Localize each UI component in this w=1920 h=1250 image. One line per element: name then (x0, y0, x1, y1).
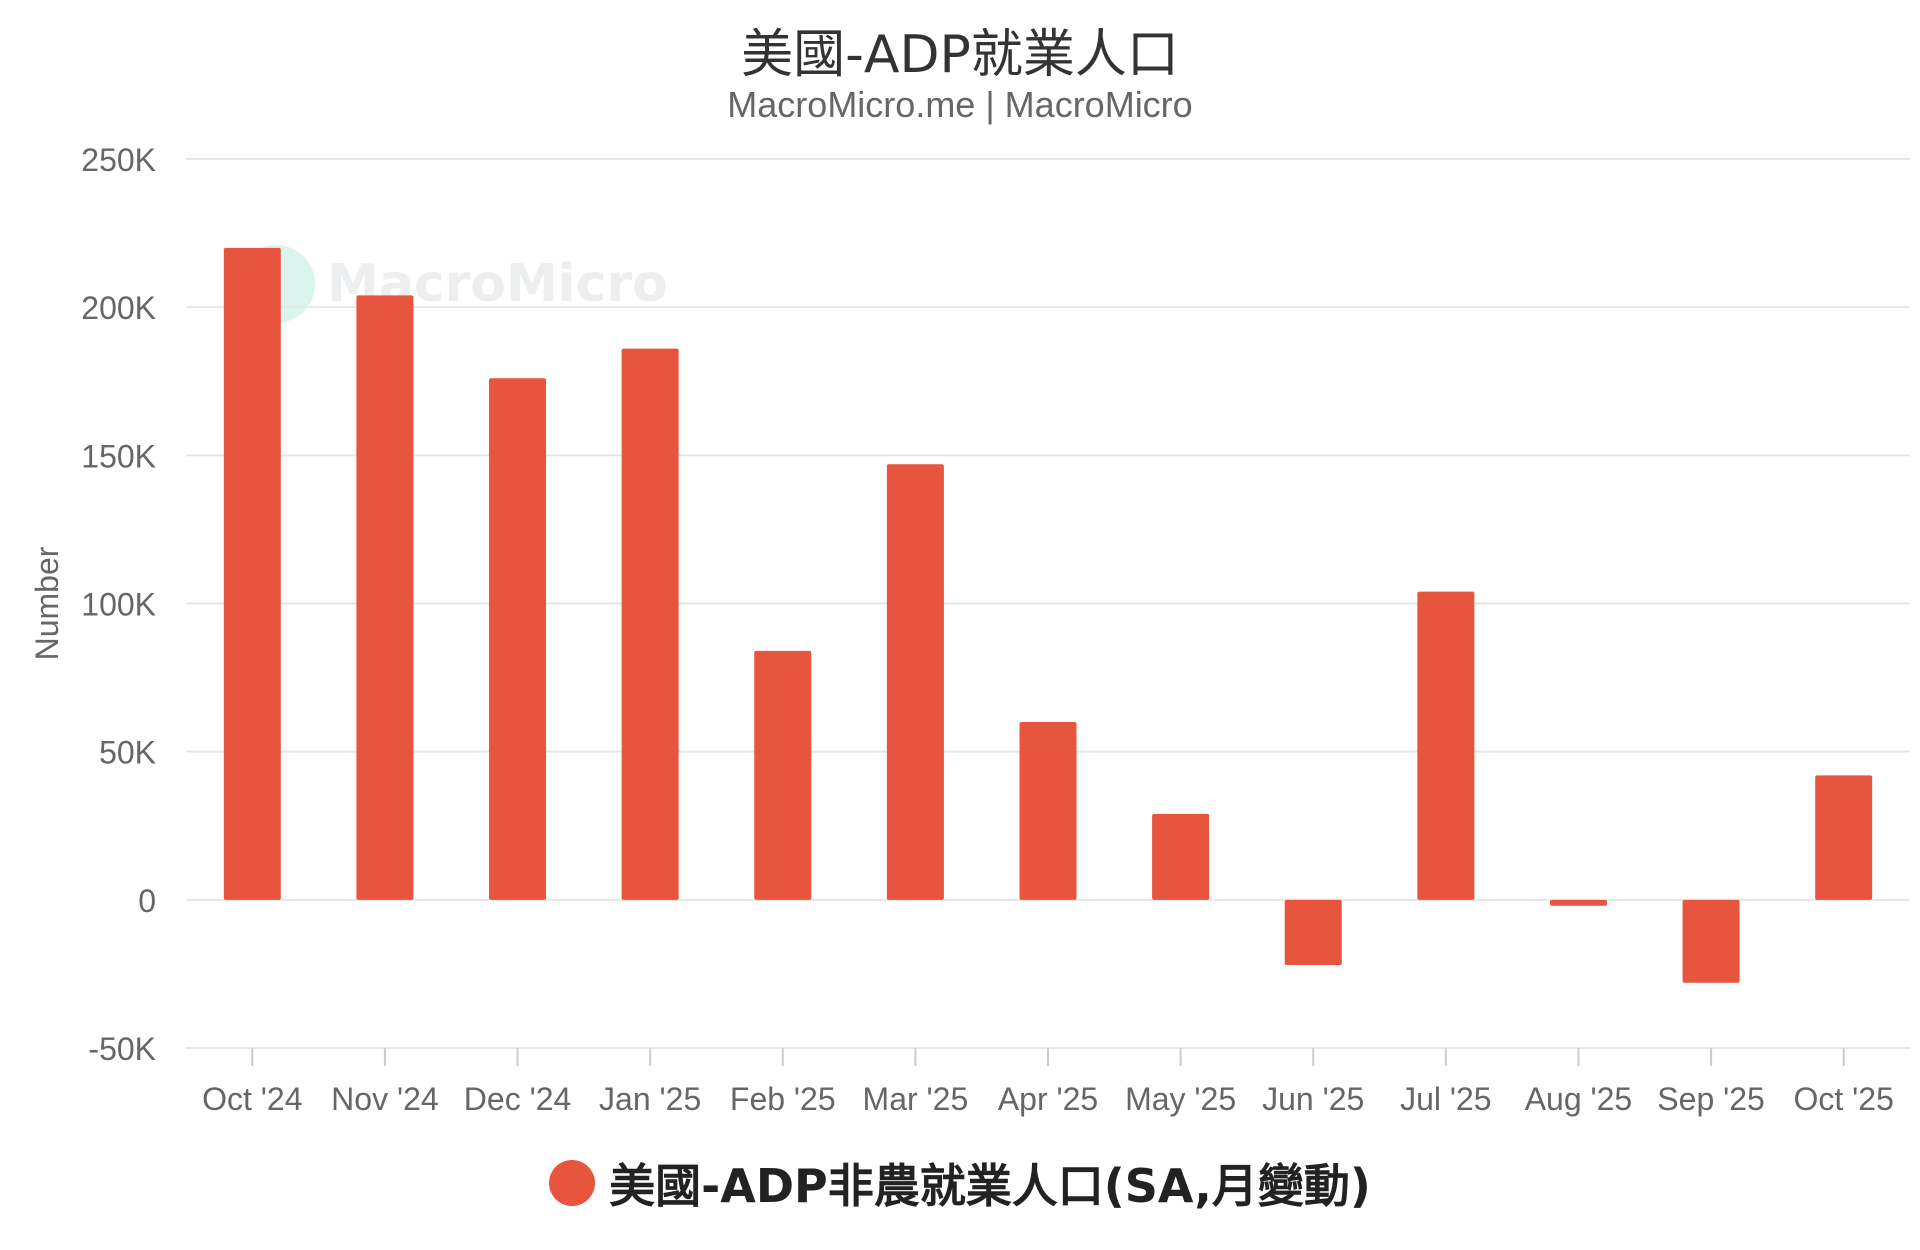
y-tick-label: 0 (138, 883, 156, 919)
x-tick-label: Oct '24 (202, 1081, 302, 1117)
bar (1152, 813, 1210, 900)
y-tick-label: 150K (81, 438, 156, 474)
x-tick-label: Oct '25 (1794, 1081, 1894, 1117)
legend-marker (549, 1160, 596, 1206)
x-tick-label: Jul '25 (1400, 1081, 1492, 1117)
x-tick-label: Apr '25 (998, 1081, 1098, 1117)
x-tick-label: Jun '25 (1262, 1081, 1364, 1117)
bar (1549, 899, 1607, 906)
y-axis-title: Number (29, 546, 65, 660)
bar (489, 378, 547, 900)
bar (754, 650, 812, 900)
bar (1284, 899, 1342, 966)
x-tick-label: Jan '25 (599, 1081, 701, 1117)
x-tick-label: Sep '25 (1657, 1081, 1765, 1117)
bar (356, 295, 414, 900)
bar (886, 464, 944, 900)
y-tick-label: 200K (81, 290, 156, 326)
legend-label: 美國-ADP非農就業人口(SA,月變動) (609, 1159, 1371, 1213)
legend[interactable]: 美國-ADP非農就業人口(SA,月變動) (0, 1150, 1920, 1216)
x-tick-label: Mar '25 (863, 1081, 969, 1117)
x-tick-label: May '25 (1125, 1081, 1236, 1117)
x-tick-label: Feb '25 (730, 1081, 836, 1117)
bar (1682, 899, 1740, 983)
x-tick-label: Aug '25 (1525, 1081, 1633, 1117)
y-tick-label: 250K (81, 142, 156, 178)
y-tick-label: 100K (81, 587, 156, 623)
chart-subtitle: MacroMicro.me | MacroMicro (727, 84, 1193, 125)
x-tick-label: Dec '24 (464, 1081, 572, 1117)
x-tick-label: Nov '24 (331, 1081, 439, 1117)
bar (1815, 775, 1873, 900)
bar (223, 247, 281, 900)
chart-title: 美國-ADP就業人口 (741, 25, 1179, 85)
y-tick-label: 50K (99, 735, 156, 771)
bar (1417, 591, 1475, 900)
bar (1019, 722, 1077, 900)
y-tick-label: -50K (88, 1031, 156, 1067)
bar (621, 348, 679, 900)
